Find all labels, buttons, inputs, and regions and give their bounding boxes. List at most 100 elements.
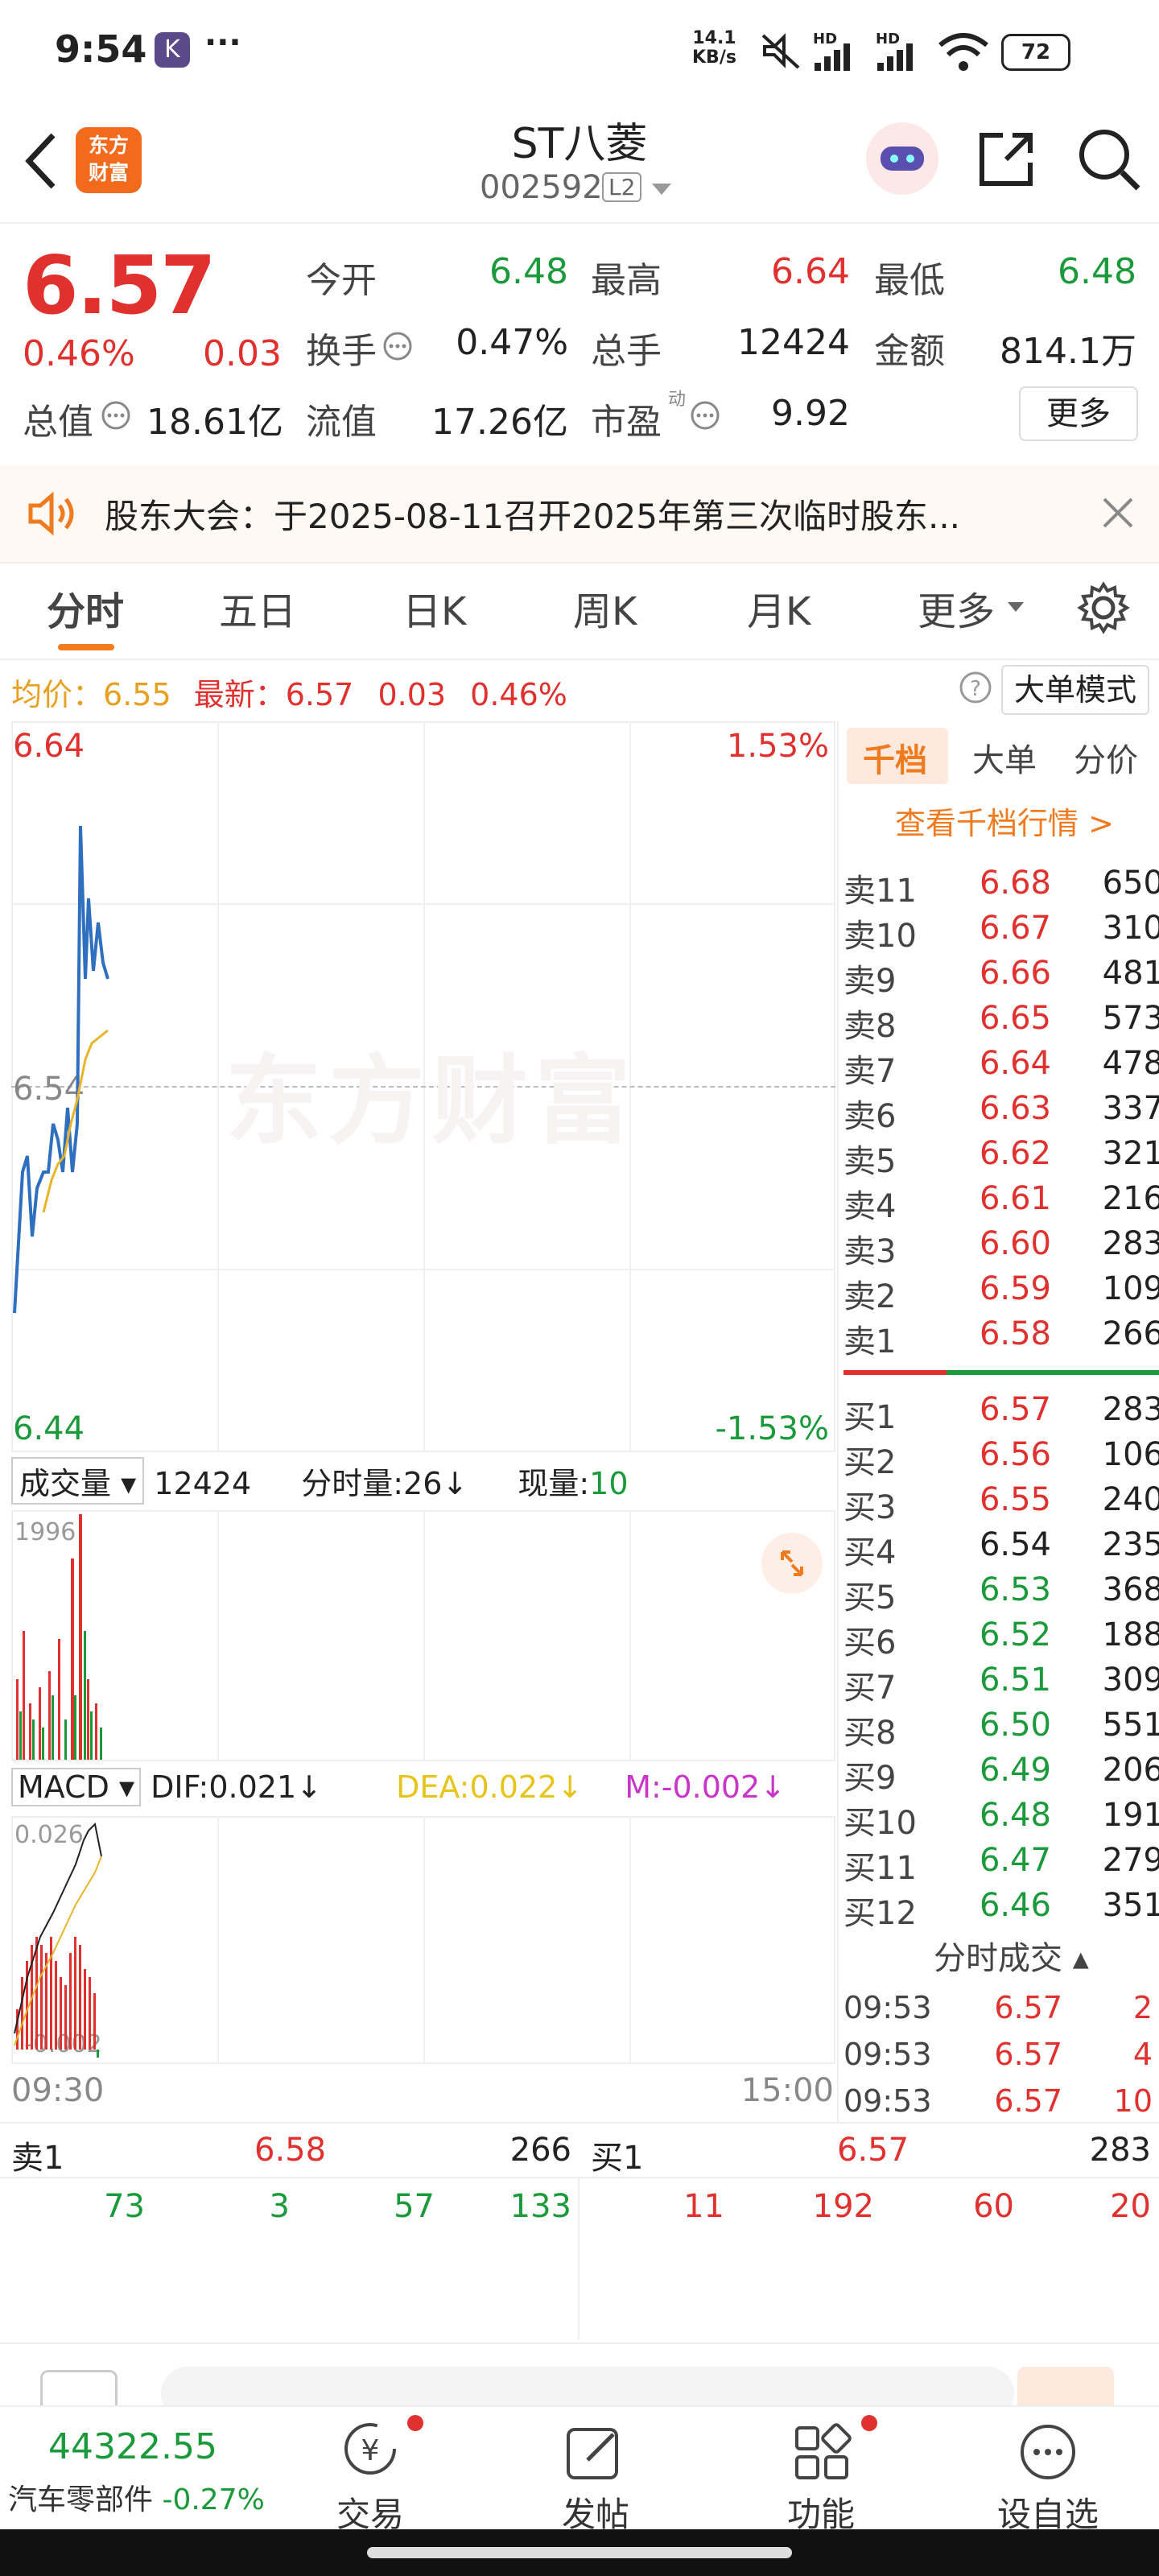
ask-volume: 266 xyxy=(1102,1315,1159,1352)
bid-volume: 106 xyxy=(1102,1436,1159,1473)
chevron-down-icon[interactable] xyxy=(650,182,673,198)
tab-monthly-k[interactable]: 月K xyxy=(747,589,811,634)
ask-row[interactable]: 卖2 6.59 109 xyxy=(840,1270,1159,1315)
nav-post[interactable]: 发帖 xyxy=(561,2495,629,2534)
tick-volume: 2 xyxy=(1132,1990,1153,2025)
view-qiandang-link[interactable]: 查看千档行情 > xyxy=(895,806,1114,841)
ask-row[interactable]: 卖8 6.65 573 xyxy=(840,1000,1159,1045)
assistant-avatar[interactable] xyxy=(866,122,938,195)
nav-add-watchlist[interactable]: 设自选 xyxy=(996,2495,1099,2534)
bid-level-label: 买8 xyxy=(843,1715,897,1752)
index-value[interactable]: 44322.55 xyxy=(48,2426,217,2467)
expand-icon xyxy=(781,1550,803,1576)
bid-row[interactable]: 买9 6.49 206 xyxy=(840,1752,1159,1797)
bid-row[interactable]: 买4 6.54 235 xyxy=(840,1526,1159,1571)
app-logo[interactable]: 东方 财富 xyxy=(76,127,142,193)
bid-row[interactable]: 买11 6.47 279 xyxy=(840,1842,1159,1887)
info-dots-icon[interactable] xyxy=(382,330,414,362)
book-tab-dadan[interactable]: 大单 xyxy=(972,742,1037,779)
signal-icon-2 xyxy=(877,43,913,71)
ask-row[interactable]: 卖11 6.68 650 xyxy=(840,865,1159,910)
ask-row[interactable]: 卖3 6.60 283 xyxy=(840,1225,1159,1270)
tab-weekly-k[interactable]: 周K xyxy=(573,589,637,634)
gear-icon[interactable] xyxy=(1077,581,1130,634)
signal-icon-1 xyxy=(815,43,850,71)
macd-indicator-select[interactable]: MACD ▾ xyxy=(11,1768,142,1806)
bid-row[interactable]: 买12 6.46 351 xyxy=(840,1887,1159,1932)
ask-row[interactable]: 卖4 6.61 216 xyxy=(840,1180,1159,1225)
ask-row[interactable]: 卖10 6.67 310 xyxy=(840,910,1159,955)
macd-m: M:-0.002 xyxy=(625,1769,761,1805)
pe-superscript: 动 xyxy=(668,390,687,410)
level2-badge[interactable]: L2 xyxy=(602,172,642,202)
notice-bar[interactable]: 股东大会：于2025-08-11召开2025年第三次临时股东... xyxy=(0,465,1159,562)
bid-volume: 235 xyxy=(1102,1526,1159,1563)
bid-row[interactable]: 买2 6.56 106 xyxy=(840,1436,1159,1481)
ask-price: 6.61 xyxy=(979,1180,1051,1217)
volume-total: 12424 xyxy=(154,1466,252,1501)
bid-price: 6.50 xyxy=(979,1707,1051,1744)
big-order-mode-button[interactable]: 大单模式 xyxy=(1001,665,1149,715)
ask-volume: 216 xyxy=(1102,1180,1159,1217)
bid-row[interactable]: 买6 6.52 188 xyxy=(840,1616,1159,1662)
bid-row[interactable]: 买7 6.51 309 xyxy=(840,1662,1159,1707)
ask-price: 6.65 xyxy=(979,1000,1051,1037)
bid-level-label: 买12 xyxy=(843,1895,917,1932)
expand-chart-button[interactable] xyxy=(761,1533,823,1594)
back-icon[interactable] xyxy=(21,129,61,193)
bid-volume: 188 xyxy=(1102,1616,1159,1653)
float-value: 17.26亿 xyxy=(431,402,568,443)
info-line: 均价：6.55 最新：6.57 0.03 0.46% xyxy=(11,677,567,712)
share-icon[interactable] xyxy=(974,127,1038,192)
trade-icon: ¥ xyxy=(344,2423,396,2475)
ask-row[interactable]: 卖1 6.58 266 xyxy=(840,1315,1159,1360)
bid-row[interactable]: 买5 6.53 368 xyxy=(840,1571,1159,1616)
gesture-handle[interactable] xyxy=(367,2547,792,2558)
bid-level-label: 买3 xyxy=(843,1489,897,1526)
ask-row[interactable]: 卖5 6.62 321 xyxy=(840,1135,1159,1180)
low-label: 最低 xyxy=(874,260,945,301)
info-dots-icon[interactable] xyxy=(100,399,132,431)
tab-daily-k[interactable]: 日K xyxy=(402,589,467,634)
tab-more[interactable]: 更多 xyxy=(918,589,996,634)
ask-row[interactable]: 卖6 6.63 337 xyxy=(840,1090,1159,1135)
watermark: 东方财富 xyxy=(225,1046,637,1158)
tab-intraday[interactable]: 分时 xyxy=(47,589,125,634)
chevron-down-icon[interactable] xyxy=(1006,601,1025,615)
index-name[interactable]: 汽车零部件 -0.27% xyxy=(8,2483,265,2516)
info-dots-icon[interactable] xyxy=(689,399,721,431)
tick-time: 09:53 xyxy=(843,2037,932,2072)
more-button[interactable]: 更多 xyxy=(1019,386,1138,441)
tick-time: 09:53 xyxy=(843,1990,932,2025)
ticks-title[interactable]: 分时成交 ▴ xyxy=(934,1940,1089,1977)
nav-function[interactable]: 功能 xyxy=(786,2495,855,2534)
ask-price: 6.63 xyxy=(979,1090,1051,1127)
ask-row[interactable]: 卖9 6.66 481 xyxy=(840,955,1159,1000)
bid-row[interactable]: 买8 6.50 551 xyxy=(840,1707,1159,1752)
edit-post-icon xyxy=(567,2428,618,2479)
book-tab-fenjia[interactable]: 分价 xyxy=(1074,742,1138,779)
book-tab-qiandang[interactable] xyxy=(847,728,948,784)
ask-row[interactable]: 卖7 6.64 478 xyxy=(840,1045,1159,1090)
ask-level-label: 卖10 xyxy=(843,918,917,955)
ask-price: 6.60 xyxy=(979,1225,1051,1262)
summary-sell-label: 卖1 xyxy=(11,2140,64,2177)
bid-row[interactable]: 买1 6.57 283 xyxy=(840,1391,1159,1436)
high-value: 6.64 xyxy=(771,251,850,292)
amount-label: 金额 xyxy=(874,331,945,372)
buy-queue-item: 20 xyxy=(1110,2188,1151,2225)
bid-row[interactable]: 买3 6.55 240 xyxy=(840,1481,1159,1526)
bid-row[interactable]: 买10 6.48 191 xyxy=(840,1797,1159,1842)
bid-level-label: 买2 xyxy=(843,1444,897,1481)
bid-level-label: 买9 xyxy=(843,1760,897,1797)
pe-label: 市盈 xyxy=(591,402,662,443)
tick-volume: 4 xyxy=(1132,2037,1153,2072)
close-icon[interactable] xyxy=(1099,494,1136,531)
volume-label: 总手 xyxy=(591,331,662,372)
help-icon[interactable]: ? xyxy=(958,670,993,705)
search-icon[interactable] xyxy=(1075,126,1143,193)
volume-indicator-select[interactable]: 成交量 ▾ xyxy=(11,1457,145,1505)
nav-trade[interactable]: 交易 xyxy=(336,2495,404,2534)
price-lines xyxy=(13,825,109,1314)
tab-five-day[interactable]: 五日 xyxy=(219,589,297,634)
